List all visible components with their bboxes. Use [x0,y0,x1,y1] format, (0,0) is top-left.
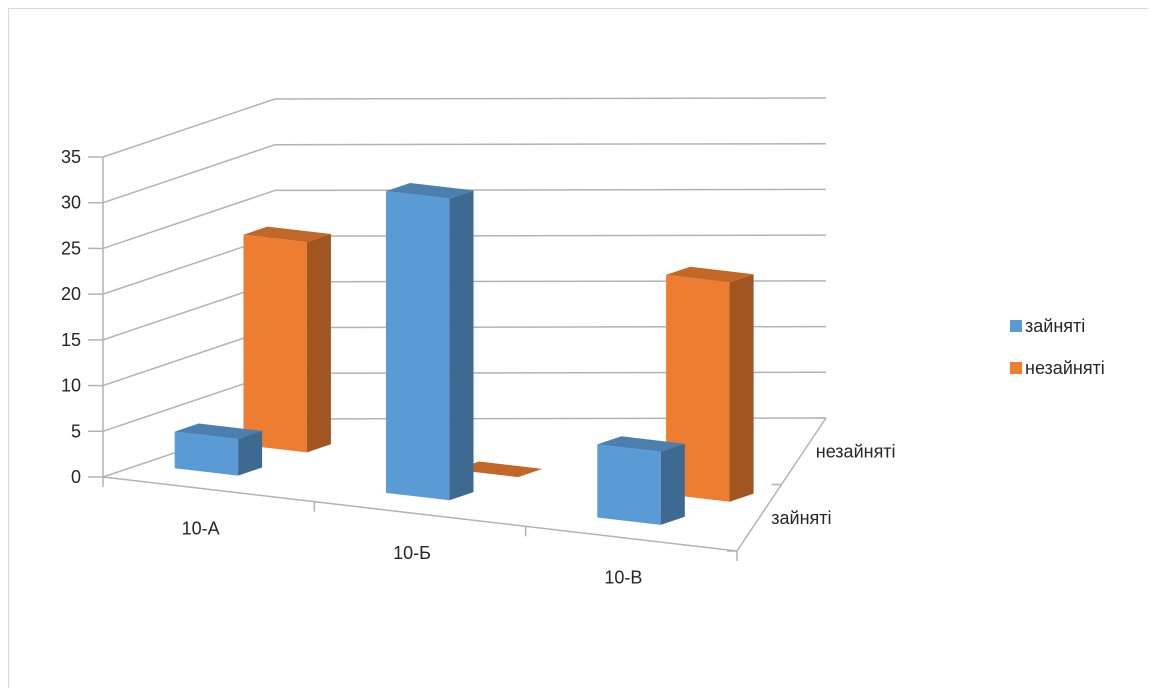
bar-nezainiati-3-side [729,274,754,502]
gridline-back-wall [274,142,827,146]
bar-nezainiati-1-top [243,226,331,243]
chart-frame [8,8,1148,688]
bar-nezainiati-3-top [666,266,754,283]
y-tick-label: 35 [61,147,81,167]
bar-nezainiati-1-front [243,234,307,453]
y-tick-label: 25 [61,238,81,258]
bar-nezainiati-1-side [306,234,331,453]
depth-category-label: незайняті [816,441,896,461]
y-tick-label: 30 [61,193,81,213]
bar-zainiati-3-top [597,436,685,452]
y-tick-label: 10 [61,376,81,396]
y-tick-label: 0 [71,467,81,487]
bar-zainiati-2-side [449,190,474,501]
bar-zainiati-1-side [238,430,263,476]
gridline-back-wall [274,188,827,192]
bar-nezainiati-2-top [454,461,543,478]
x-category-label: 10-В [604,568,642,588]
legend: зайняті незайняті [1010,312,1105,396]
bar-zainiati-1-top [174,423,263,439]
y-tick-label: 20 [61,284,81,304]
legend-item-zainiati: зайняті [1010,312,1105,340]
x-category-label: 10-Б [393,543,431,563]
bar-zainiati-2-front [386,191,450,501]
bar-zainiati-2-top [386,183,474,199]
legend-item-nezainiati: незайняті [1010,354,1105,382]
legend-swatch-zainiati [1010,320,1022,332]
legend-swatch-nezainiati [1010,362,1022,374]
gridline-back-wall [274,234,827,237]
x-axis-line [102,476,738,552]
legend-label-zainiati: зайняті [1025,315,1086,336]
bar-zainiati-3-front [597,444,661,525]
y-tick-label: 5 [71,421,81,441]
depth-category-label: зайняті [771,508,831,528]
legend-label-nezainiati: незайняті [1025,357,1105,378]
y-tick-label: 15 [61,330,81,350]
gridline-back-wall [274,97,827,100]
gridline-left-wall [102,189,276,250]
gridline-left-wall [102,144,276,204]
x-category-label: 10-А [182,518,220,538]
bar-zainiati-3-side [660,443,685,525]
gridline-left-wall [102,98,276,158]
bar-zainiati-1-front [174,431,239,476]
